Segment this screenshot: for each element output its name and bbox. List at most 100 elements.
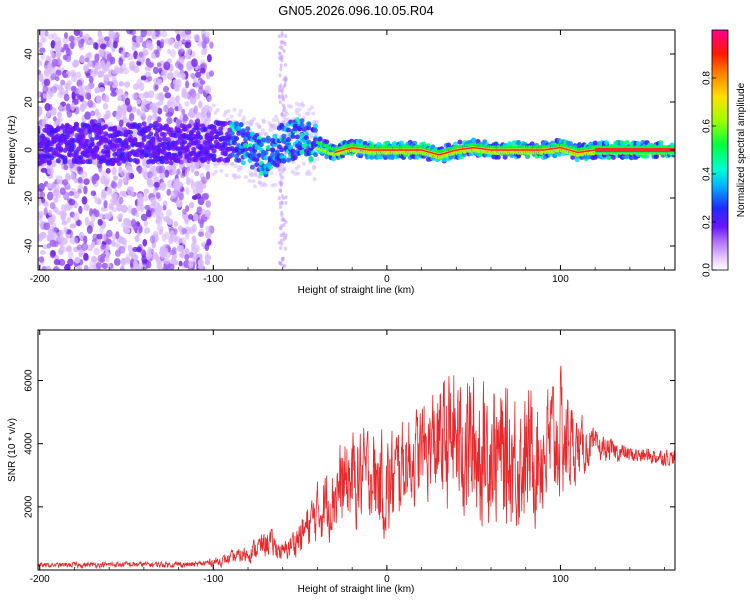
spectrogram-cell xyxy=(297,113,302,118)
spectrogram-cell xyxy=(90,190,97,197)
spectrogram-cell xyxy=(123,81,131,88)
spectrogram-cell xyxy=(87,129,93,135)
spectrogram-cell xyxy=(281,86,285,90)
spectrogram-cell xyxy=(160,38,165,46)
colorbar-ticks: 0.0 0.2 0.4 0.6 0.8 xyxy=(702,71,716,277)
spectrogram-cell xyxy=(286,127,291,133)
spectrogram-cell xyxy=(290,134,296,139)
spectrogram-cell xyxy=(192,213,199,222)
spectrogram-cell xyxy=(77,184,84,190)
spectrogram-cell xyxy=(225,117,230,122)
spectrogram-cell xyxy=(106,229,113,238)
spectrogram-cell xyxy=(64,263,71,270)
spectrogram-cell xyxy=(69,223,77,229)
spectrogram-cell xyxy=(60,124,66,130)
spectrogram-cell xyxy=(127,186,133,196)
spectrogram-cell xyxy=(213,169,218,174)
spectrogram-xtick-label: -100 xyxy=(203,274,223,285)
spectrogram-cell xyxy=(128,157,133,163)
spectrogram-cell xyxy=(181,36,186,44)
spectrogram-cell xyxy=(71,138,77,143)
spectrogram-cell xyxy=(256,174,261,179)
spectrogram-cell xyxy=(39,191,46,199)
spectrogram-cell xyxy=(189,88,197,98)
spectrogram-cell xyxy=(40,51,46,60)
spectrogram-cell xyxy=(165,209,172,218)
spectrogram-cell xyxy=(471,137,476,143)
snr-frame xyxy=(37,329,676,571)
spectrogram-cell xyxy=(112,76,117,82)
spectrogram-cell xyxy=(199,67,206,74)
spectrogram-cell xyxy=(175,199,183,208)
spectrogram-cell xyxy=(83,235,88,245)
spectrogram-cell xyxy=(243,175,248,180)
spectrogram-cell xyxy=(225,157,230,163)
spectrogram-cell xyxy=(58,229,64,237)
spectrogram-cell xyxy=(174,41,180,48)
spectrogram-cell xyxy=(182,124,188,130)
spectrogram-cell xyxy=(95,95,102,104)
spectrogram-cell xyxy=(171,163,176,171)
spectrogram-cell xyxy=(281,233,285,238)
spectrogram-ytick-label: 0 xyxy=(24,147,35,153)
spectrogram-cell xyxy=(312,164,316,169)
spectrogram-cell xyxy=(570,154,576,160)
spectrogram-cell xyxy=(271,117,276,122)
spectrogram-cell xyxy=(103,131,109,137)
spectrogram-cell xyxy=(104,213,109,220)
spectrogram-cell xyxy=(161,150,167,156)
spectrogram-cell xyxy=(280,58,284,63)
spectrogram-cell xyxy=(53,241,59,248)
spectrogram-cell xyxy=(125,253,131,262)
spectrogram-cell xyxy=(70,40,75,50)
spectrogram-cell xyxy=(283,264,287,269)
spectrogram-cell xyxy=(230,162,235,167)
spectrogram-cell xyxy=(279,67,283,72)
spectrogram-cell xyxy=(65,103,72,112)
snr-ytick-label: 2000 xyxy=(24,495,35,518)
spectrogram-cell xyxy=(128,130,133,135)
spectrogram-cell xyxy=(71,61,79,68)
spectrogram-cell xyxy=(62,72,69,79)
spectrogram-cell xyxy=(138,93,146,99)
spectrogram-cell xyxy=(123,228,131,234)
spectrogram-cell xyxy=(204,85,212,94)
spectrogram-cell xyxy=(313,123,318,129)
spectrogram-cell xyxy=(168,160,174,166)
spectrogram-cell xyxy=(162,265,169,270)
spectrogram-cell xyxy=(277,34,281,39)
spectrogram-cell xyxy=(282,113,287,118)
spectrogram-cell xyxy=(86,225,93,234)
spectrogram-cell xyxy=(66,216,71,223)
spectrogram-cell xyxy=(137,165,143,174)
spectrogram-cell xyxy=(257,180,262,185)
spectrogram-cell xyxy=(131,106,137,113)
spectrogram-cell xyxy=(279,63,283,68)
spectrogram-cell xyxy=(71,91,76,101)
spectrogram-cell xyxy=(141,121,147,127)
spectrogram-cell xyxy=(42,158,48,164)
spectrogram-xtick-label: -200 xyxy=(30,274,50,285)
spectrogram-cell xyxy=(311,111,316,116)
spectrogram-cell xyxy=(295,134,300,140)
spectrogram-cell xyxy=(280,200,284,205)
spectrogram-cell xyxy=(38,30,46,38)
spectrogram-cell xyxy=(53,259,61,266)
snr-ytick-label: 6000 xyxy=(24,369,35,392)
spectrogram-cell xyxy=(161,141,167,147)
spectrogram-cell xyxy=(77,85,83,94)
spectrogram-cell xyxy=(58,146,64,151)
spectrogram-cell xyxy=(237,165,242,170)
colorbar-tick-label: 0.6 xyxy=(702,119,713,133)
spectrogram-cell xyxy=(118,57,124,66)
spectrogram-cell xyxy=(120,258,127,267)
spectrogram-cell xyxy=(317,136,323,142)
spectrogram-cell xyxy=(73,237,79,245)
spectrogram-cell xyxy=(114,143,120,149)
spectrogram-cell xyxy=(204,230,212,239)
spectrogram-cell xyxy=(238,109,243,114)
spectrogram-cell xyxy=(138,225,143,234)
spectrogram-cell xyxy=(204,163,211,171)
spectrogram-cell xyxy=(76,79,83,88)
spectrogram-cell xyxy=(78,30,83,37)
